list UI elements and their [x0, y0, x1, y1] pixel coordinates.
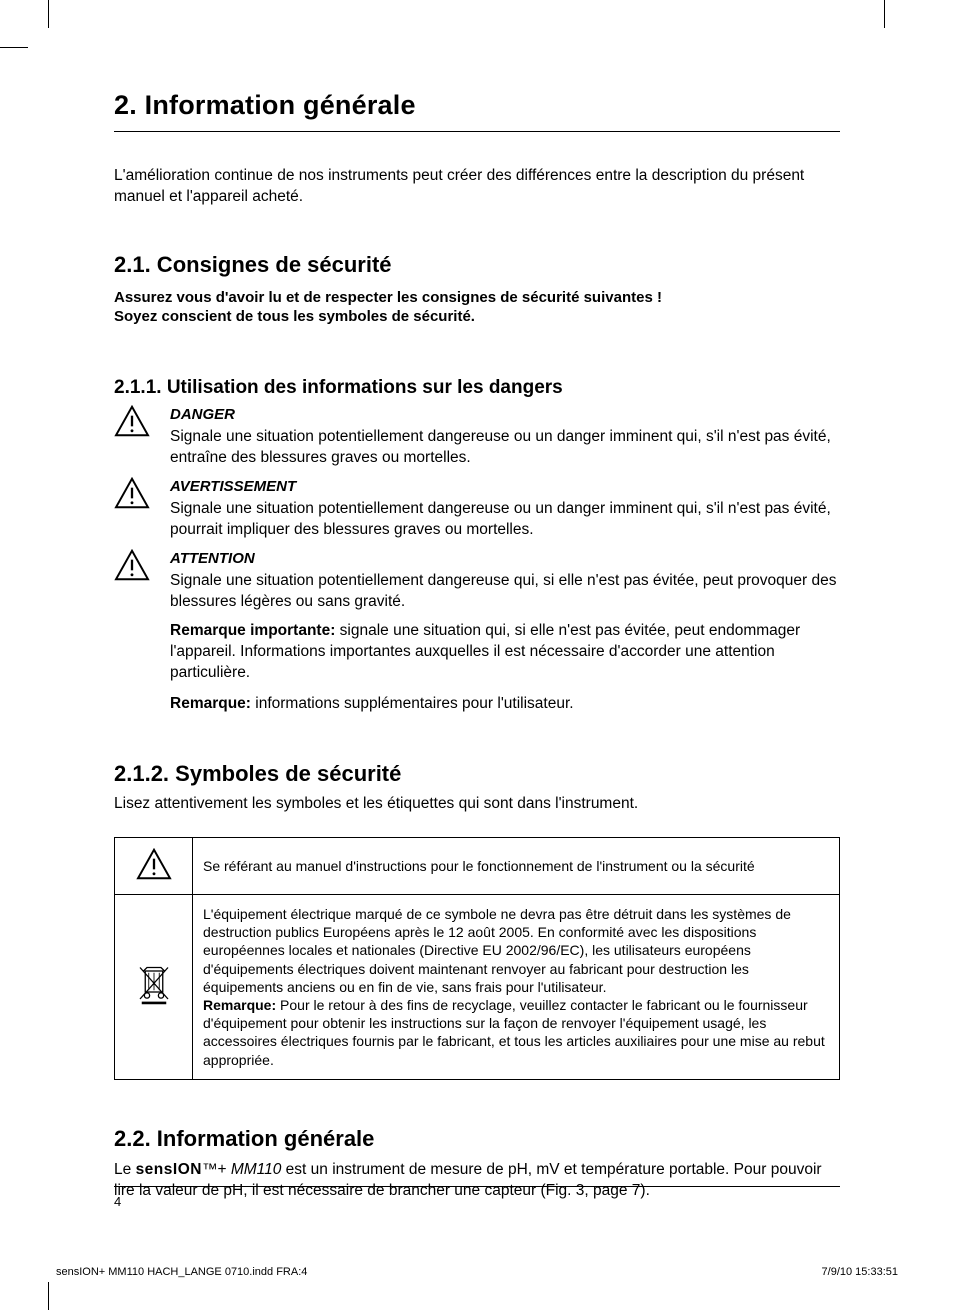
- crop-mark: [884, 0, 885, 28]
- footer-left: sensION+ MM110 HACH_LANGE 0710.indd FRA:…: [56, 1266, 307, 1278]
- page-number: 4: [114, 1194, 121, 1209]
- section-211-title: 2.1.1. Utilisation des informations sur …: [114, 377, 840, 399]
- symbol-row2-text: L'équipement électrique marqué de ce sym…: [193, 895, 840, 1080]
- title-rule: [114, 131, 840, 132]
- s22-pre: Le: [114, 1161, 136, 1178]
- section-22: 2.2. Information générale Le sensION™+ M…: [114, 1126, 840, 1202]
- crop-mark: [48, 0, 49, 28]
- tm-symbol: ™: [202, 1161, 218, 1178]
- weee-rem-label: Remarque:: [203, 997, 276, 1013]
- warning-triangle-icon: [115, 837, 193, 894]
- symbols-table: Se référant au manuel d'instructions pou…: [114, 837, 840, 1080]
- hazard-danger-text: DANGER Signale une situation potentielle…: [170, 405, 840, 469]
- rem-text: informations supplémentaires pour l'util…: [251, 695, 574, 712]
- weee-text-a: L'équipement électrique marqué de ce sym…: [203, 906, 791, 995]
- section-212-intro: Lisez attentivement les symboles et les …: [114, 795, 840, 813]
- hazard-avert-label: AVERTISSEMENT: [170, 477, 840, 497]
- page-content: 2. Information générale L'amélioration c…: [114, 90, 840, 1202]
- model-name: MM110: [227, 1161, 282, 1178]
- table-row: L'équipement électrique marqué de ce sym…: [115, 895, 840, 1080]
- remimp-label: Remarque importante:: [170, 622, 335, 639]
- footer-rule: [114, 1186, 840, 1187]
- section-22-title: 2.2. Information générale: [114, 1126, 840, 1152]
- crop-mark: [0, 47, 28, 48]
- remarque-importante: Remarque importante: signale une situati…: [170, 621, 840, 684]
- hazard-avert: AVERTISSEMENT Signale une situation pote…: [114, 477, 840, 541]
- section-211: 2.1.1. Utilisation des informations sur …: [114, 377, 840, 715]
- warning-triangle-icon: [114, 549, 170, 613]
- section-22-body: Le sensION™+ MM110 est un instrument de …: [114, 1160, 840, 1202]
- plus-symbol: +: [217, 1161, 226, 1178]
- hazard-attn-label: ATTENTION: [170, 549, 840, 569]
- hazard-avert-body: Signale une situation potentiellement da…: [170, 500, 831, 538]
- hazard-danger-label: DANGER: [170, 405, 840, 425]
- warning-triangle-icon: [114, 405, 170, 469]
- section-212-title: 2.1.2. Symboles de sécurité: [114, 761, 840, 787]
- hazard-attn: ATTENTION Signale une situation potentie…: [114, 549, 840, 613]
- hazard-attn-body: Signale une situation potentiellement da…: [170, 572, 836, 610]
- crop-mark: [48, 1282, 49, 1310]
- hazard-danger-body: Signale une situation potentiellement da…: [170, 428, 831, 466]
- safety-line-2: Soyez conscient de tous les symboles de …: [114, 307, 840, 327]
- brand-name: sensION: [136, 1161, 202, 1178]
- intro-text: L'amélioration continue de nos instrumen…: [114, 166, 840, 208]
- hazard-attn-text: ATTENTION Signale une situation potentie…: [170, 549, 840, 613]
- footer-right: 7/9/10 15:33:51: [822, 1266, 898, 1278]
- section-212: 2.1.2. Symboles de sécurité Lisez attent…: [114, 761, 840, 1080]
- remarque: Remarque: informations supplémentaires p…: [170, 694, 840, 715]
- weee-icon: [115, 895, 193, 1080]
- warning-triangle-icon: [114, 477, 170, 541]
- hazard-avert-text: AVERTISSEMENT Signale une situation pote…: [170, 477, 840, 541]
- section-21-title: 2.1. Consignes de sécurité: [114, 252, 840, 278]
- weee-rem-text: Pour le retour à des fins de recyclage, …: [203, 997, 825, 1068]
- hazard-danger: DANGER Signale une situation potentielle…: [114, 405, 840, 469]
- safety-line-1: Assurez vous d'avoir lu et de respecter …: [114, 288, 840, 308]
- symbol-row1-text: Se référant au manuel d'instructions pou…: [193, 837, 840, 894]
- page-title: 2. Information générale: [114, 90, 840, 121]
- table-row: Se référant au manuel d'instructions pou…: [115, 837, 840, 894]
- rem-label: Remarque:: [170, 695, 251, 712]
